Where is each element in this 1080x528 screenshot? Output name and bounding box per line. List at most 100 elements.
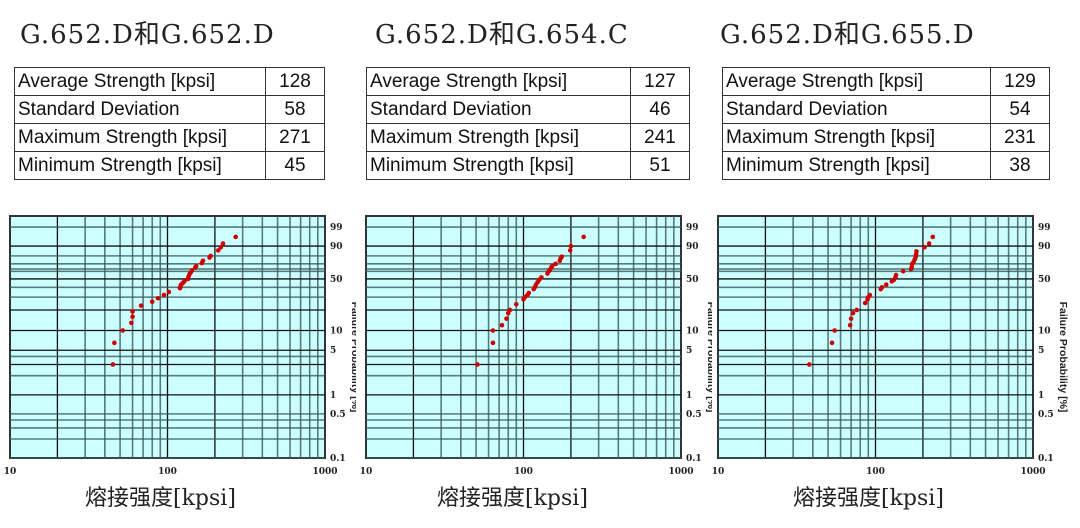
y-tick-label: 1 (330, 391, 336, 401)
y-tick-label: 99 (330, 223, 343, 233)
data-point (832, 328, 837, 333)
panel-3-weibull-chart: 10 100 1000 99 90 50 10 5 1 0.5 0.1 Failure Probabi… (712, 215, 1069, 475)
y-tick-label: 0.1 (330, 454, 346, 464)
data-point (553, 261, 558, 267)
data-point (490, 340, 496, 346)
stat-value: 129 (990, 67, 1050, 96)
data-point (490, 328, 496, 333)
x-tick-label: 100 (158, 467, 177, 475)
stats-row: Minimum Strength [kpsi] 45 (14, 151, 325, 180)
stat-label: Average Strength [kpsi] (722, 67, 991, 96)
panel-1-x-axis-title: 熔接强度[kpsi] (85, 486, 236, 511)
data-point (110, 362, 116, 367)
data-point (862, 300, 868, 306)
y-tick-label: 90 (686, 242, 699, 252)
y-tick-label: 50 (330, 275, 343, 285)
x-tick-label: 1000 (1020, 467, 1045, 475)
y-tick-label: 10 (330, 327, 343, 337)
stat-label: Standard Deviation (366, 95, 631, 124)
y-tick-label: 5 (330, 346, 336, 356)
stats-row: Average Strength [kpsi] 128 (14, 67, 325, 96)
data-point (112, 340, 117, 346)
y-tick-label: 99 (686, 223, 699, 233)
panel-2-stats-table: Average Strength [kpsi] 127 Standard Devia… (366, 67, 690, 180)
data-point (850, 310, 856, 316)
stat-label: Standard Deviation (722, 95, 991, 124)
data-point (215, 248, 221, 253)
y-tick-label: 10 (1038, 327, 1051, 337)
y-tick-label: 99 (1038, 223, 1051, 233)
x-tick-label: 100 (866, 467, 885, 475)
data-point (193, 263, 199, 269)
y-axis-label: Failure Probability [%] (1057, 302, 1069, 413)
x-tick-label: 10 (4, 467, 17, 475)
x-tick-label: 10 (712, 467, 725, 475)
data-point (220, 241, 226, 246)
panel-2-x-axis-title: 熔接强度[kpsi] (437, 486, 588, 511)
stat-value: 127 (630, 67, 690, 96)
stat-value: 271 (265, 123, 325, 152)
data-point (513, 302, 519, 307)
stats-row: Maximum Strength [kpsi] 241 (366, 123, 690, 152)
stats-row: Average Strength [kpsi] 129 (722, 67, 1050, 96)
stat-value: 128 (265, 67, 325, 96)
x-tick-label: 100 (514, 467, 533, 475)
data-point (208, 253, 213, 259)
data-point (581, 234, 586, 240)
panel-2-weibull-chart: 10 100 1000 99 90 50 10 5 1 0.5 0.1 Failure Probabi… (360, 215, 712, 475)
data-point (829, 340, 835, 346)
stat-value: 241 (630, 123, 690, 152)
x-tick-label: 1000 (668, 467, 693, 475)
panel-3-stats-table: Average Strength [kpsi] 129 Standard Devia… (722, 67, 1050, 180)
y-tick-label: 5 (686, 346, 692, 356)
stat-label: Average Strength [kpsi] (14, 67, 266, 96)
data-point (120, 328, 126, 333)
stat-value: 51 (630, 151, 690, 180)
panel-1-weibull-chart: 10 100 1000 99 90 50 10 5 1 0.5 0.1 Failure Probabi… (4, 215, 356, 475)
panel-2-title: G.652.D和G.654.C (375, 20, 629, 50)
panel-1-title: G.652.D和G.652.D (20, 20, 275, 50)
data-point (567, 248, 573, 253)
data-point (549, 263, 555, 269)
data-point (507, 307, 513, 313)
panel-1-stats-table: Average Strength [kpsi] 128 Standard Devia… (14, 67, 325, 180)
panel-3-title: G.652.D和G.655.D (720, 20, 975, 50)
stat-value: 58 (265, 95, 325, 124)
data-point (848, 316, 854, 321)
y-tick-label: 1 (686, 391, 692, 401)
data-point (218, 244, 224, 250)
data-point (161, 292, 167, 298)
data-point (138, 303, 144, 308)
data-point (189, 268, 195, 273)
data-point (149, 299, 155, 305)
x-tick-label: 1000 (312, 467, 337, 475)
data-point (568, 243, 574, 249)
panel-3-x-axis-title: 熔接强度[kpsi] (793, 486, 944, 511)
stat-value: 54 (990, 95, 1050, 124)
data-point (155, 295, 161, 301)
data-point (475, 362, 480, 367)
y-tick-label: 0.5 (1038, 410, 1054, 420)
y-tick-label: 0.1 (1038, 454, 1054, 464)
y-tick-label: 90 (330, 242, 343, 252)
stats-row: Standard Deviation 58 (14, 95, 325, 124)
y-tick-label: 50 (1038, 275, 1051, 285)
data-point (867, 292, 873, 298)
y-tick-label: 0.1 (686, 454, 702, 464)
stat-label: Maximum Strength [kpsi] (14, 123, 266, 152)
data-point (182, 279, 187, 284)
data-point (900, 269, 906, 274)
data-point (926, 241, 932, 246)
data-point (233, 234, 238, 240)
y-tick-label: 1 (1038, 391, 1044, 401)
stat-label: Maximum Strength [kpsi] (722, 123, 991, 152)
stats-row: Standard Deviation 46 (366, 95, 690, 124)
y-tick-label: 90 (1038, 242, 1051, 252)
data-point (130, 309, 135, 314)
stat-value: 46 (630, 95, 690, 124)
data-point (854, 307, 860, 313)
data-point (922, 244, 927, 250)
data-point (129, 320, 134, 326)
stats-row: Minimum Strength [kpsi] 38 (722, 151, 1050, 180)
